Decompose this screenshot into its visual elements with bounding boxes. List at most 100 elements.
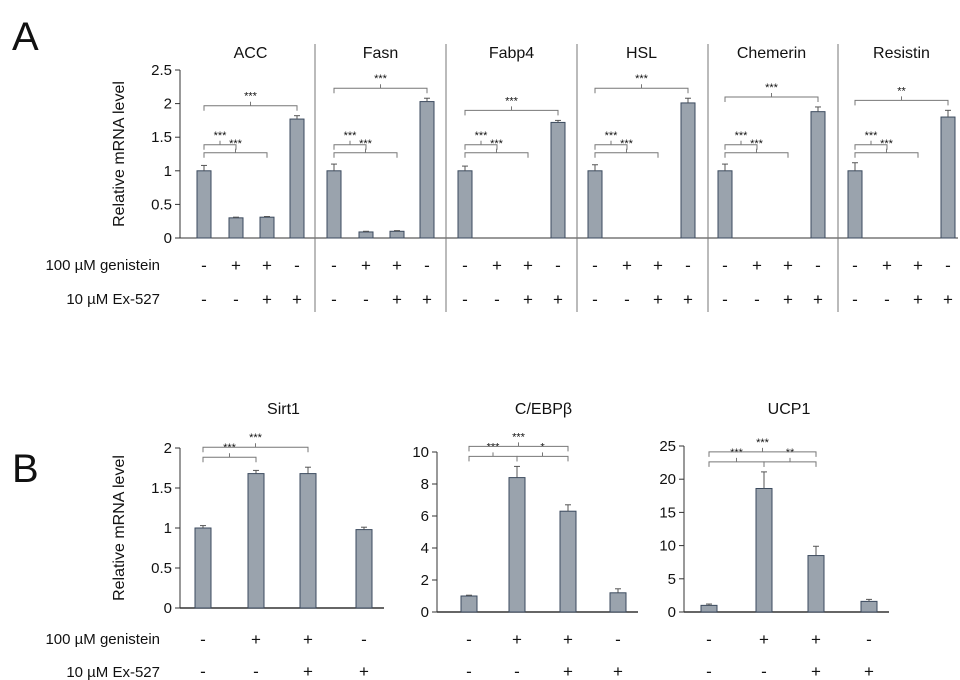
a-group-title: Fabp4 (489, 45, 534, 62)
a-sig-bracket (203, 105, 298, 111)
a-genistein-sign: + (783, 256, 793, 275)
b3-y-tick-label: 25 (659, 438, 676, 455)
a-genistein-sign: - (555, 256, 561, 275)
b3-sig-bracket (763, 461, 817, 467)
a-ex527-sign: + (422, 290, 432, 309)
a-sig-label: *** (865, 130, 879, 142)
a-ex527-sign: - (201, 290, 207, 309)
b2-y-tick-label: 8 (421, 476, 429, 493)
b3-bar (860, 600, 878, 613)
a-genistein-sign: + (231, 256, 241, 275)
a-ex527-sign: + (292, 290, 302, 309)
a-y-axis-label: Relative mRNA level (111, 81, 128, 227)
ex527-label-a: 10 µM Ex-527 (66, 291, 160, 308)
a-bar (587, 170, 603, 239)
a-genistein-sign: + (392, 256, 402, 275)
a-sig-bracket (594, 152, 659, 158)
a-sig-label: *** (635, 73, 649, 85)
b2-y-tick-label: 2 (421, 572, 429, 589)
a-genistein-sign: + (361, 256, 371, 275)
b2-bar (559, 510, 577, 613)
a-sig-label: *** (490, 138, 504, 150)
a-genistein-sign: + (752, 256, 762, 275)
a-group-title: HSL (626, 45, 657, 62)
b3-y-tick-label: 15 (659, 504, 676, 521)
b3-genistein-sign: - (706, 630, 712, 649)
b2-genistein-sign: + (563, 630, 573, 649)
b3-ex527-sign: + (864, 662, 874, 680)
a-genistein-sign: - (852, 256, 858, 275)
b1-sig-bracket (202, 456, 257, 463)
b1-genistein-sign: - (361, 630, 367, 649)
a-sig-bracket (464, 109, 559, 116)
a-bar (196, 170, 212, 239)
b2-sig-label: *** (512, 431, 526, 443)
a-y-tick-label: 1 (164, 163, 172, 180)
a-y-tick-label: 1.5 (151, 129, 172, 146)
a-genistein-sign: + (653, 256, 663, 275)
b2-ex527-sign: - (514, 662, 520, 680)
a-genistein-sign: + (882, 256, 892, 275)
a-bar (810, 111, 826, 239)
a-bar (259, 216, 275, 239)
b1-chart-title: Sirt1 (267, 401, 300, 418)
a-genistein-sign: + (913, 256, 923, 275)
b3-sig-label: *** (730, 447, 744, 459)
a-ex527-sign: + (553, 290, 563, 309)
a-sig-label: ** (897, 85, 906, 97)
a-sig-label: *** (359, 138, 373, 150)
panel-label-b: B (12, 447, 39, 491)
b2-y-tick-label: 0 (421, 604, 429, 621)
b3-sig-bracket (708, 461, 765, 467)
a-bar (717, 170, 733, 239)
a-bar (389, 230, 405, 239)
b1-y-tick-label: 0.5 (151, 560, 172, 577)
b3-genistein-sign: + (759, 630, 769, 649)
a-y-tick-label: 0.5 (151, 196, 172, 213)
a-y-tick-label: 2 (164, 96, 172, 113)
a-bar (326, 170, 342, 239)
a-ex527-sign: - (884, 290, 890, 309)
a-genistein-sign: - (945, 256, 951, 275)
a-ex527-sign: - (331, 290, 337, 309)
b1-ex527-sign: - (253, 662, 259, 680)
a-bar (457, 170, 473, 239)
b1-y-tick-label: 2 (164, 440, 172, 457)
b3-sig-label: *** (756, 437, 770, 449)
a-genistein-sign: - (424, 256, 430, 275)
a-bar (228, 217, 244, 239)
a-group-title: Chemerin (737, 45, 806, 62)
a-sig-label: *** (344, 130, 358, 142)
panel-label-a: A (12, 15, 39, 59)
a-ex527-sign: + (943, 290, 953, 309)
a-sig-label: *** (244, 91, 258, 103)
b3-sig-label: ** (786, 447, 795, 459)
a-genistein-sign: - (685, 256, 691, 275)
b1-genistein-sign: + (251, 630, 261, 649)
a-ex527-sign: + (523, 290, 533, 309)
a-ex527-sign: - (363, 290, 369, 309)
b1-bar (355, 529, 373, 609)
b2-genistein-sign: - (466, 630, 472, 649)
b2-chart-title: C/EBPβ (515, 401, 572, 418)
a-genistein-sign: + (492, 256, 502, 275)
a-bar (550, 121, 566, 239)
b3-chart-title: UCP1 (768, 401, 811, 418)
b1-sig-label: *** (223, 442, 237, 454)
a-ex527-sign: + (683, 290, 693, 309)
a-ex527-sign: - (592, 290, 598, 309)
b2-sig-label: *** (487, 441, 501, 453)
a-sig-label: *** (229, 138, 243, 150)
a-sig-label: *** (374, 73, 388, 85)
b1-y-tick-label: 1.5 (151, 480, 172, 497)
a-sig-label: *** (880, 138, 894, 150)
a-sig-bracket (464, 152, 529, 158)
b2-genistein-sign: - (615, 630, 621, 649)
a-ex527-sign: - (494, 290, 500, 309)
b2-bar (460, 595, 478, 613)
a-genistein-sign: + (523, 256, 533, 275)
b3-y-tick-label: 20 (659, 471, 676, 488)
b2-genistein-sign: + (512, 630, 522, 649)
